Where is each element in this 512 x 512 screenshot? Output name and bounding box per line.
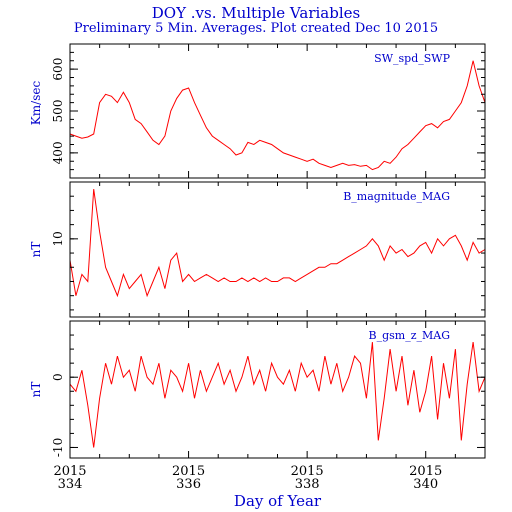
x-tick-label-year: 2015 [291,464,324,479]
x-axis-label: Day of Year [234,492,322,510]
y-tick-label: 0 [51,373,65,381]
y-tick-label: 500 [51,100,65,123]
series-label: B_magnitude_MAG [343,190,450,203]
chart-subtitle: Preliminary 5 Min. Averages. Plot create… [73,21,439,36]
y-tick-label: 400 [51,141,65,164]
series-label: SW_spd_SWP [374,52,450,65]
y-axis-label: nT [29,382,43,398]
panel-2: 10 nT B_magnitude_MAG [29,181,486,318]
x-tick-label-day: 336 [176,477,201,492]
x-tick-label-year: 2015 [409,464,442,479]
y-tick-label: -10 [51,438,65,457]
y-axis-label: nT [29,242,43,258]
series-line-2 [69,189,486,298]
series-line-1 [69,60,486,171]
chart-title: DOY .vs. Multiple Variables [151,4,361,22]
panel-3: -10 0 nT B_gsm_z_MAG [29,320,486,459]
x-tick-label-year: 2015 [53,464,86,479]
x-tick-label-year: 2015 [172,464,205,479]
y-tick-label: 600 [51,58,65,81]
x-tick-label-day: 338 [295,477,320,492]
x-tick-label-day: 334 [58,477,83,492]
x-tick-label-day: 340 [413,477,438,492]
series-line-3 [69,342,486,448]
y-tick-label: 10 [51,231,65,246]
series-label: B_gsm_z_MAG [369,329,451,342]
y-axis-label: Km/sec [29,81,43,126]
panel-1: 400 500 600 Km/sec SW_spd_SWP [29,43,486,179]
